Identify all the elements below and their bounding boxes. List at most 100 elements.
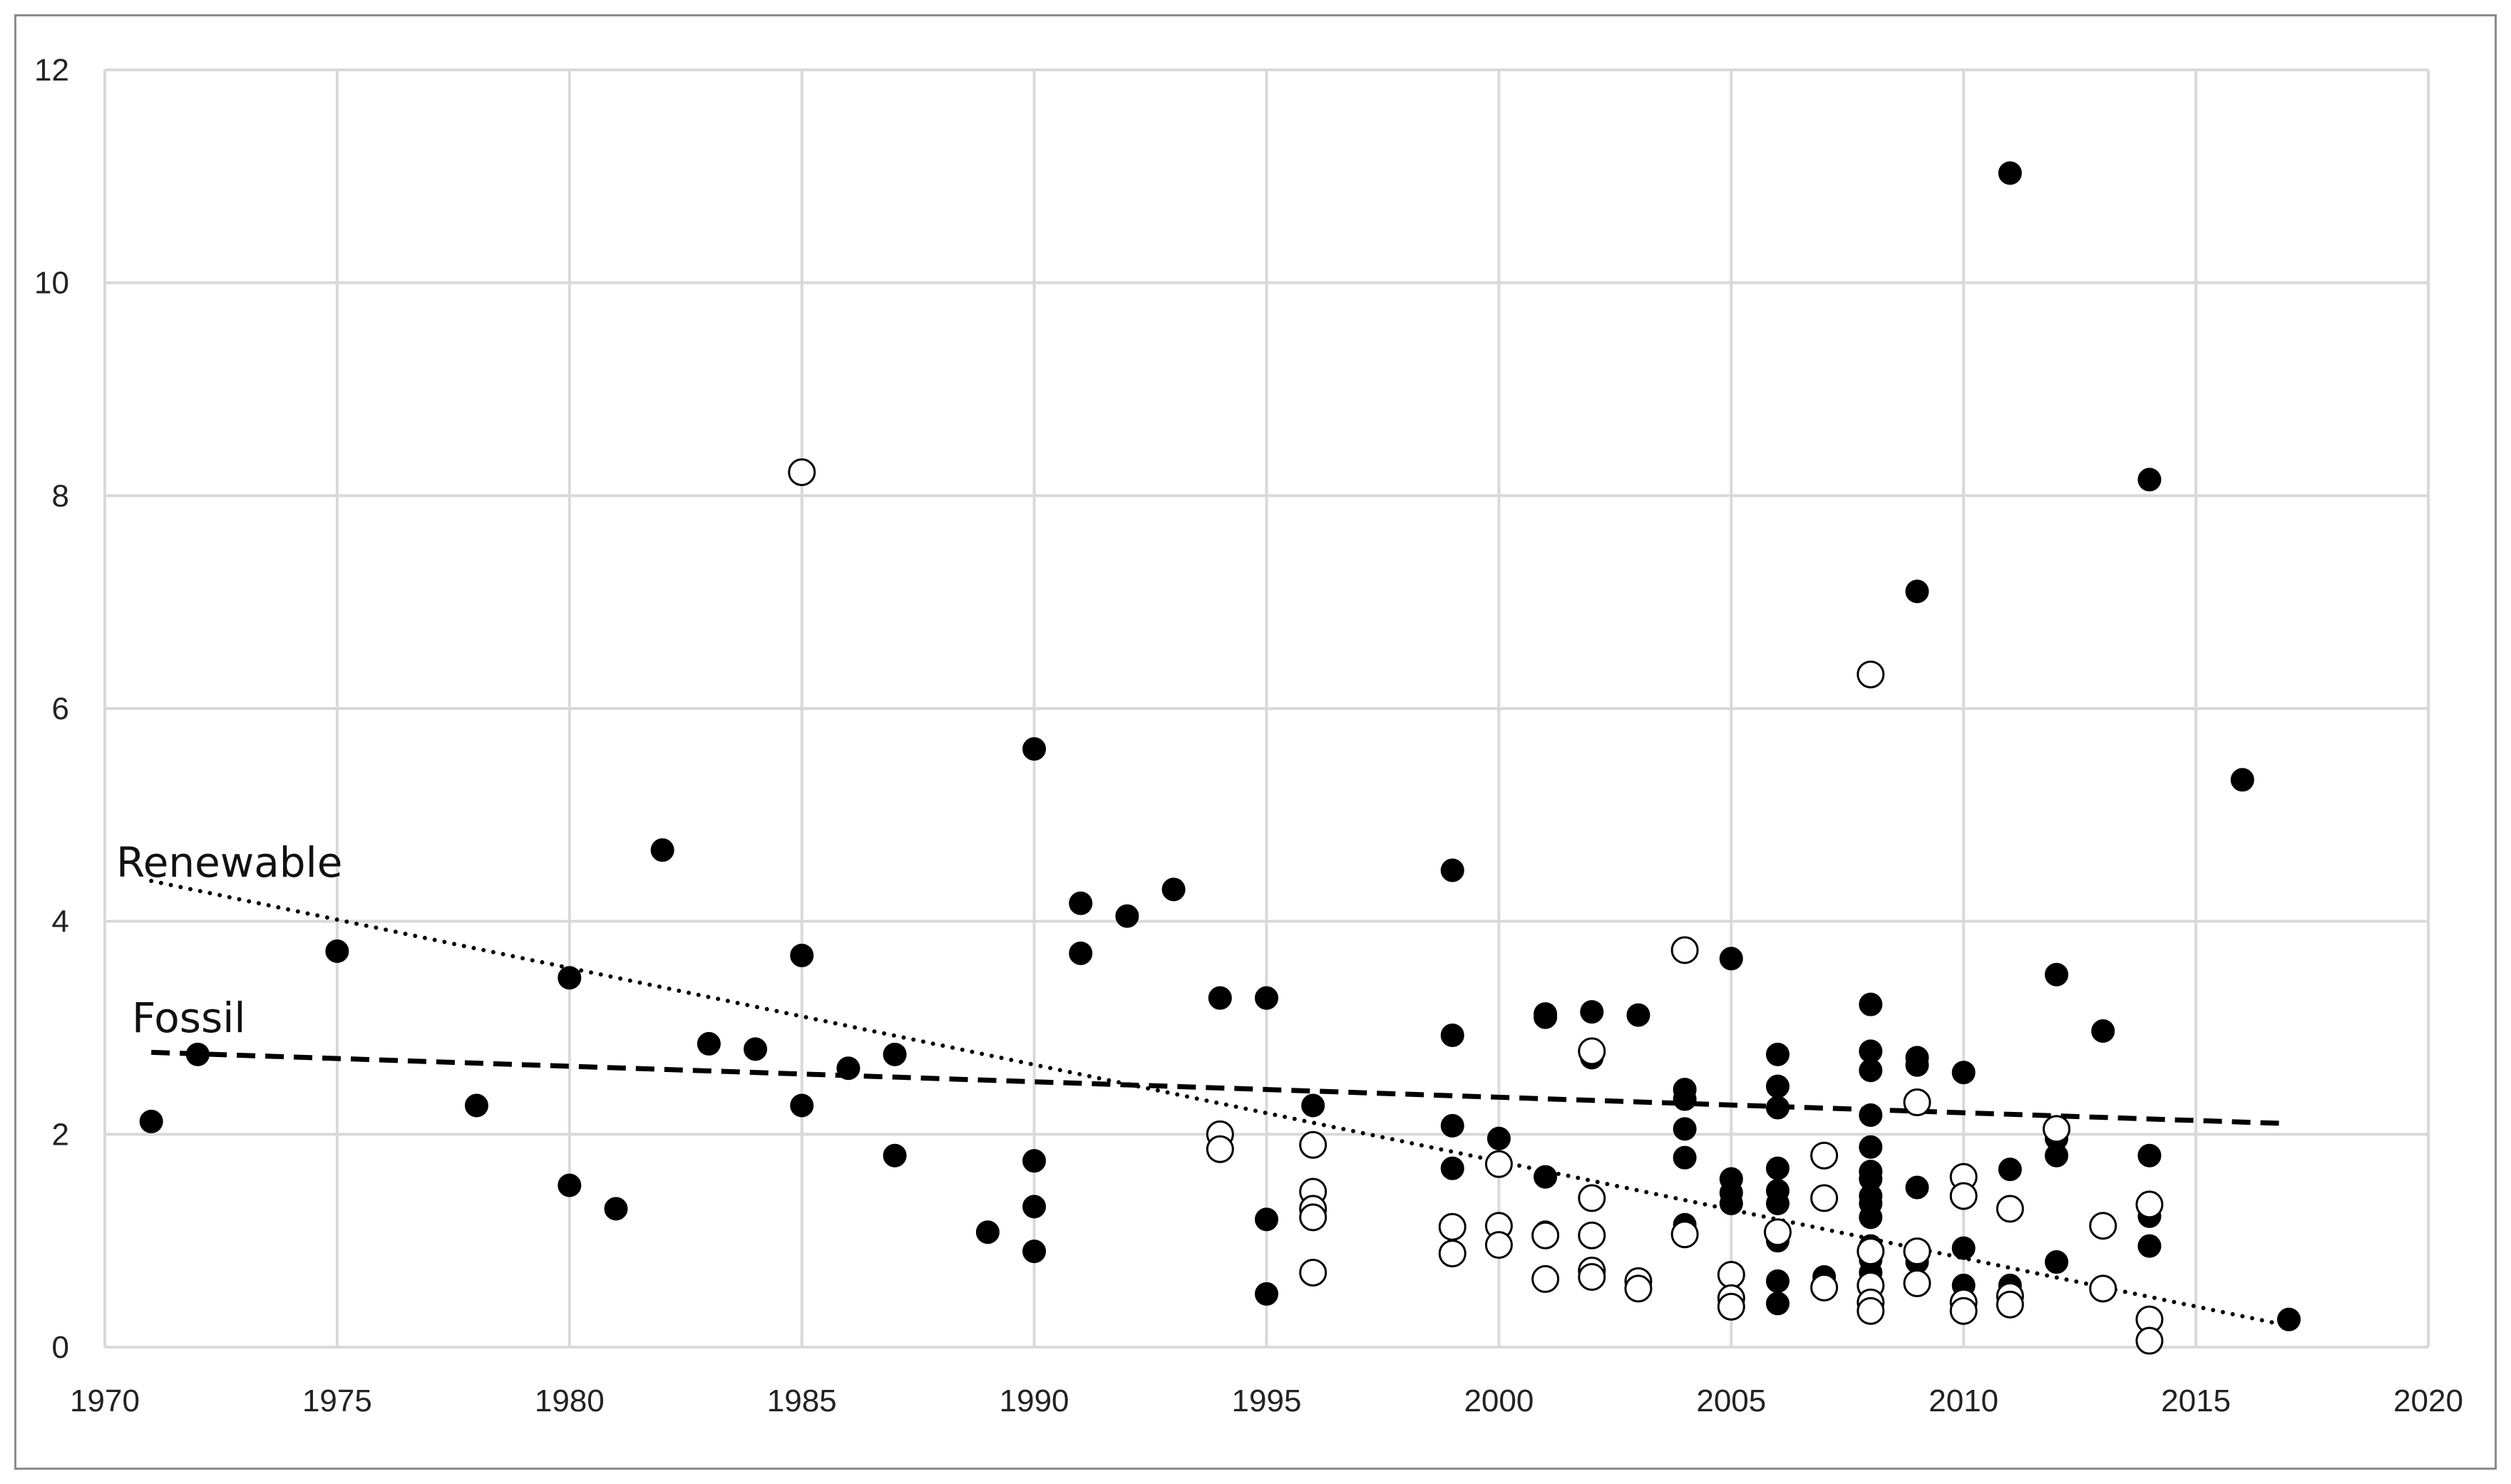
hollow-data-point xyxy=(1578,1262,1606,1291)
hollow-data-point xyxy=(1578,1184,1606,1212)
filled-data-point xyxy=(558,966,582,990)
filled-data-point xyxy=(883,1143,907,1168)
hollow-data-point xyxy=(1624,1274,1653,1303)
filled-data-point xyxy=(883,1042,907,1066)
grid xyxy=(103,68,2430,1349)
hollow-data-point xyxy=(1763,1218,1792,1247)
hollow-data-point xyxy=(1531,1221,1560,1249)
y-tick-label: 8 xyxy=(52,478,69,513)
filled-data-point xyxy=(1673,1117,1697,1141)
x-tick-label: 1975 xyxy=(302,1383,372,1418)
x-tick-label: 2020 xyxy=(2393,1383,2463,1418)
filled-data-point xyxy=(1069,941,1093,965)
filled-data-point xyxy=(744,1037,768,1061)
filled-data-point xyxy=(1161,877,1186,902)
filled-data-point xyxy=(2045,962,2069,986)
filled-data-point xyxy=(2276,1307,2301,1331)
hollow-data-point xyxy=(1810,1184,1839,1212)
hollow-data-point xyxy=(1670,936,1699,964)
y-tick-label: 10 xyxy=(34,266,69,301)
filled-data-point xyxy=(2045,1143,2069,1168)
hollow-data-point xyxy=(1484,1150,1513,1178)
hollow-data-point xyxy=(1717,1292,1745,1321)
filled-data-point xyxy=(650,838,674,862)
hollow-data-point xyxy=(1578,1037,1606,1066)
filled-data-point xyxy=(1534,1005,1558,1029)
x-tick-label: 1980 xyxy=(535,1383,605,1418)
filled-data-point xyxy=(325,939,349,963)
hollow-data-point xyxy=(1949,1182,1978,1210)
filled-data-point xyxy=(1673,1145,1697,1170)
hollow-data-point xyxy=(1903,1237,1931,1266)
hollow-data-point xyxy=(1299,1258,1328,1287)
filled-data-point xyxy=(1255,986,1278,1010)
hollow-data-point xyxy=(1438,1212,1467,1241)
filled-data-point xyxy=(1905,1175,1929,1200)
data-points xyxy=(139,161,2301,1355)
filled-data-point xyxy=(1022,1149,1047,1173)
filled-data-point xyxy=(1859,1205,1883,1230)
filled-data-point xyxy=(558,1173,582,1197)
filled-data-point xyxy=(1765,1074,1789,1098)
filled-data-point xyxy=(1859,1135,1883,1159)
filled-data-point xyxy=(1673,1087,1697,1111)
filled-data-point xyxy=(2045,1250,2069,1274)
filled-data-point xyxy=(1440,1156,1464,1180)
filled-data-point xyxy=(1534,1165,1558,1189)
filled-data-point xyxy=(1905,1053,1929,1077)
filled-data-point xyxy=(1765,1292,1789,1316)
filled-data-point xyxy=(1255,1207,1278,1232)
filled-data-point xyxy=(1440,1113,1464,1138)
y-tick-label: 0 xyxy=(52,1330,69,1365)
filled-data-point xyxy=(1719,947,1743,971)
filled-data-point xyxy=(185,1042,210,1066)
chart-frame xyxy=(14,14,2497,1470)
hollow-data-point xyxy=(1578,1221,1606,1249)
x-tick-label: 1970 xyxy=(70,1383,140,1418)
filled-data-point xyxy=(139,1109,163,1133)
hollow-data-point xyxy=(1484,1231,1513,1259)
filled-data-point xyxy=(2137,1143,2162,1168)
x-tick-label: 1995 xyxy=(1232,1383,1302,1418)
hollow-data-point xyxy=(1299,1203,1328,1232)
x-tick-label: 2005 xyxy=(1696,1383,1766,1418)
filled-data-point xyxy=(1255,1282,1278,1306)
x-tick-label: 1985 xyxy=(767,1383,837,1418)
filled-data-point xyxy=(836,1056,861,1081)
trendline-labels: Renewable Fossil xyxy=(116,838,342,1042)
hollow-data-point xyxy=(1903,1269,1931,1297)
hollow-data-point xyxy=(1531,1264,1560,1293)
filled-data-point xyxy=(604,1197,628,1221)
filled-data-point xyxy=(1859,1103,1883,1127)
hollow-data-point xyxy=(1206,1135,1234,1163)
hollow-data-point xyxy=(1903,1088,1931,1117)
hollow-data-point xyxy=(1857,660,1885,689)
filled-data-point xyxy=(1765,1191,1789,1215)
filled-data-point xyxy=(1859,1058,1883,1083)
filled-data-point xyxy=(2230,768,2254,792)
hollow-data-point xyxy=(1717,1260,1745,1289)
y-tick-label: 2 xyxy=(52,1117,69,1152)
hollow-data-point xyxy=(1996,1195,2024,1223)
filled-data-point xyxy=(1765,1156,1789,1180)
hollow-data-point xyxy=(1857,1237,1885,1266)
hollow-data-point xyxy=(788,458,816,486)
hollow-data-point xyxy=(1810,1141,1839,1170)
hollow-data-point xyxy=(2135,1190,2164,1219)
filled-data-point xyxy=(2137,1234,2162,1258)
hollow-data-point xyxy=(1299,1130,1328,1159)
filled-data-point xyxy=(790,943,814,967)
x-tick-label: 2010 xyxy=(1929,1383,1998,1418)
filled-data-point xyxy=(1069,891,1093,915)
filled-data-point xyxy=(790,1093,814,1118)
filled-data-point xyxy=(1951,1061,1976,1085)
filled-data-point xyxy=(1440,858,1464,882)
trendline-fossil xyxy=(151,1049,2289,1126)
hollow-data-point xyxy=(2089,1274,2117,1303)
filled-data-point xyxy=(1301,1093,1325,1118)
y-tick-label: 4 xyxy=(52,905,69,939)
filled-data-point xyxy=(1626,1003,1650,1027)
filled-data-point xyxy=(1115,904,1139,928)
renewable-label: Renewable xyxy=(116,838,342,887)
